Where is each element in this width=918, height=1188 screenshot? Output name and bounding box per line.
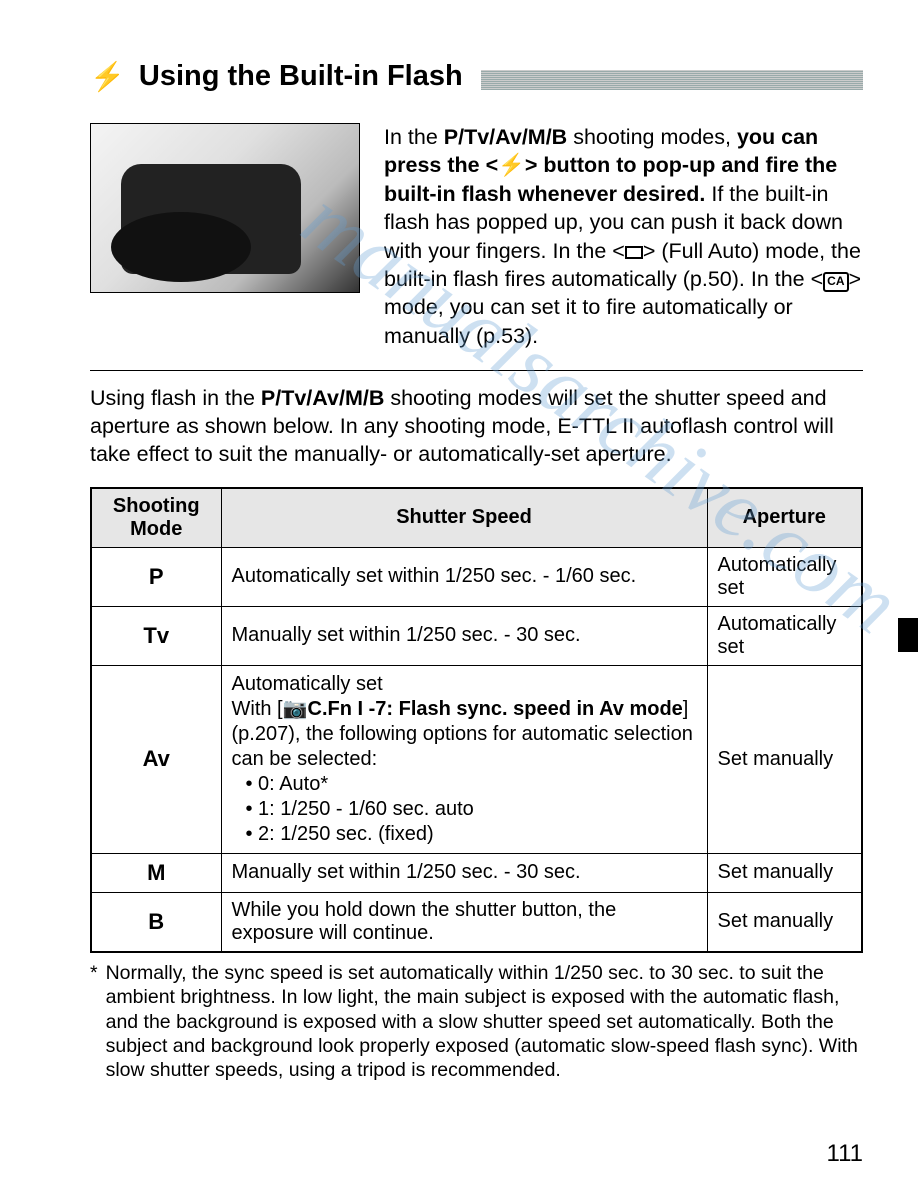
page-number: 111 [827,1140,863,1168]
aperture-cell: Set manually [707,892,862,952]
title-decorative-bar [481,70,863,90]
modes-table: Shooting Mode Shutter Speed Aperture P A… [90,487,863,953]
mid-paragraph: Using flash in the P/Tv/Av/M/B shooting … [90,385,863,469]
aperture-cell: Automatically set [707,547,862,606]
av-line2a: With [ [232,698,283,720]
mode-cell: M [91,853,221,892]
shutter-cell: While you hold down the shutter button, … [221,892,707,952]
aperture-cell: Automatically set [707,606,862,665]
page-title-row: ⚡ Using the Built-in Flash [90,60,863,93]
footnote-text: Normally, the sync speed is set automati… [106,961,863,1083]
intro-post-modes: shooting modes, [567,125,737,149]
section-tab [898,618,918,652]
table-row: Tv Manually set within 1/250 sec. - 30 s… [91,606,862,665]
av-line1: Automatically set [232,672,697,697]
table-header-row: Shooting Mode Shutter Speed Aperture [91,488,862,548]
intro-modes-bold: P/Tv/Av/M/B [444,125,567,149]
flash-icon: ⚡ [90,60,125,93]
intro-paragraph: In the P/Tv/Av/M/B shooting modes, you c… [384,123,863,350]
av-bullets: • 0: Auto* • 1: 1/250 - 1/60 sec. auto •… [246,772,697,847]
section-divider [90,370,863,371]
ca-icon: CA [823,272,848,292]
table-row: P Automatically set within 1/250 sec. - … [91,547,862,606]
intro-section: In the P/Tv/Av/M/B shooting modes, you c… [90,123,863,350]
mode-cell: P [91,547,221,606]
mid-modes-bold: P/Tv/Av/M/B [261,386,384,410]
av-cfn-bold: C.Fn I -7: Flash sync. speed in Av mode [308,698,683,720]
mode-cell: B [91,892,221,952]
table-row: B While you hold down the shutter button… [91,892,862,952]
av-line2: With [📷C.Fn I -7: Flash sync. speed in A… [232,697,697,772]
shutter-cell: Automatically set within 1/250 sec. - 1/… [221,547,707,606]
av-bullet-0: • 0: Auto* [246,772,697,797]
full-auto-icon [625,246,643,259]
header-aperture: Aperture [707,488,862,548]
mid-pre: Using flash in the [90,386,261,410]
av-bullet-2: • 2: 1/250 sec. (fixed) [246,822,697,847]
mode-cell: Av [91,665,221,853]
camera-illustration [90,123,360,293]
shutter-cell: Automatically set With [📷C.Fn I -7: Flas… [221,665,707,853]
shutter-cell: Manually set within 1/250 sec. - 30 sec. [221,606,707,665]
table-row: M Manually set within 1/250 sec. - 30 se… [91,853,862,892]
aperture-cell: Set manually [707,853,862,892]
footnote-star: * [90,961,98,1083]
intro-text-pre: In the [384,125,444,149]
footnote: * Normally, the sync speed is set automa… [90,961,863,1083]
av-bullet-1: • 1: 1/250 - 1/60 sec. auto [246,797,697,822]
table-row: Av Automatically set With [📷C.Fn I -7: F… [91,665,862,853]
aperture-cell: Set manually [707,665,862,853]
page-title: Using the Built-in Flash [139,60,463,93]
header-shutter: Shutter Speed [221,488,707,548]
camera-settings-icon: 📷 [283,698,308,720]
mode-cell: Tv [91,606,221,665]
shutter-cell: Manually set within 1/250 sec. - 30 sec. [221,853,707,892]
header-mode: Shooting Mode [91,488,221,548]
